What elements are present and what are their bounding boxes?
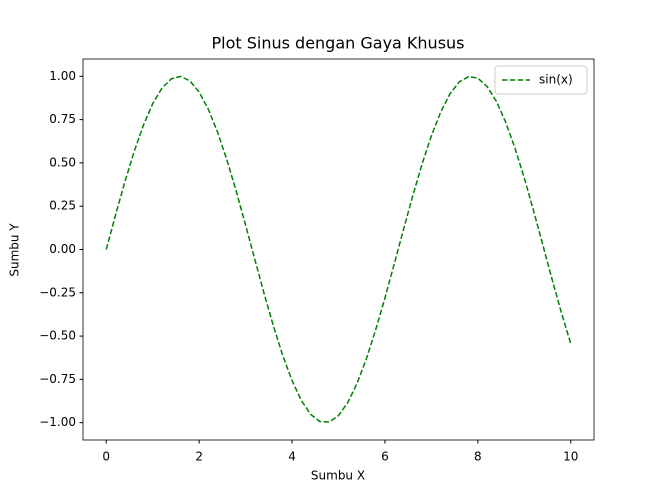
y-tick-label: −0.75 — [39, 372, 76, 386]
x-tick-label: 4 — [288, 450, 296, 464]
x-tick-label: 8 — [474, 450, 482, 464]
x-axis-label: Sumbu X — [311, 469, 365, 483]
y-tick-label: 0.25 — [49, 199, 76, 213]
y-tick-label: 1.00 — [49, 69, 76, 83]
y-tick-label: −0.50 — [39, 329, 76, 343]
x-tick-label: 6 — [381, 450, 389, 464]
x-tick-label: 0 — [102, 450, 110, 464]
chart-title: Plot Sinus dengan Gaya Khusus — [211, 34, 464, 53]
y-tick-label: 0.50 — [49, 155, 76, 169]
y-tick-label: 0.75 — [49, 112, 76, 126]
y-axis-label: Sumbu Y — [8, 223, 22, 277]
legend-label: sin(x) — [539, 73, 573, 87]
legend-box — [494, 65, 588, 95]
y-tick-label: 0.00 — [49, 242, 76, 256]
axes-frame — [82, 58, 595, 441]
x-tick-label: 2 — [195, 450, 203, 464]
x-tick-label: 10 — [563, 450, 578, 464]
y-tick-label: −0.25 — [39, 285, 76, 299]
line-series — [105, 75, 572, 423]
y-tick-label: −1.00 — [39, 415, 76, 429]
